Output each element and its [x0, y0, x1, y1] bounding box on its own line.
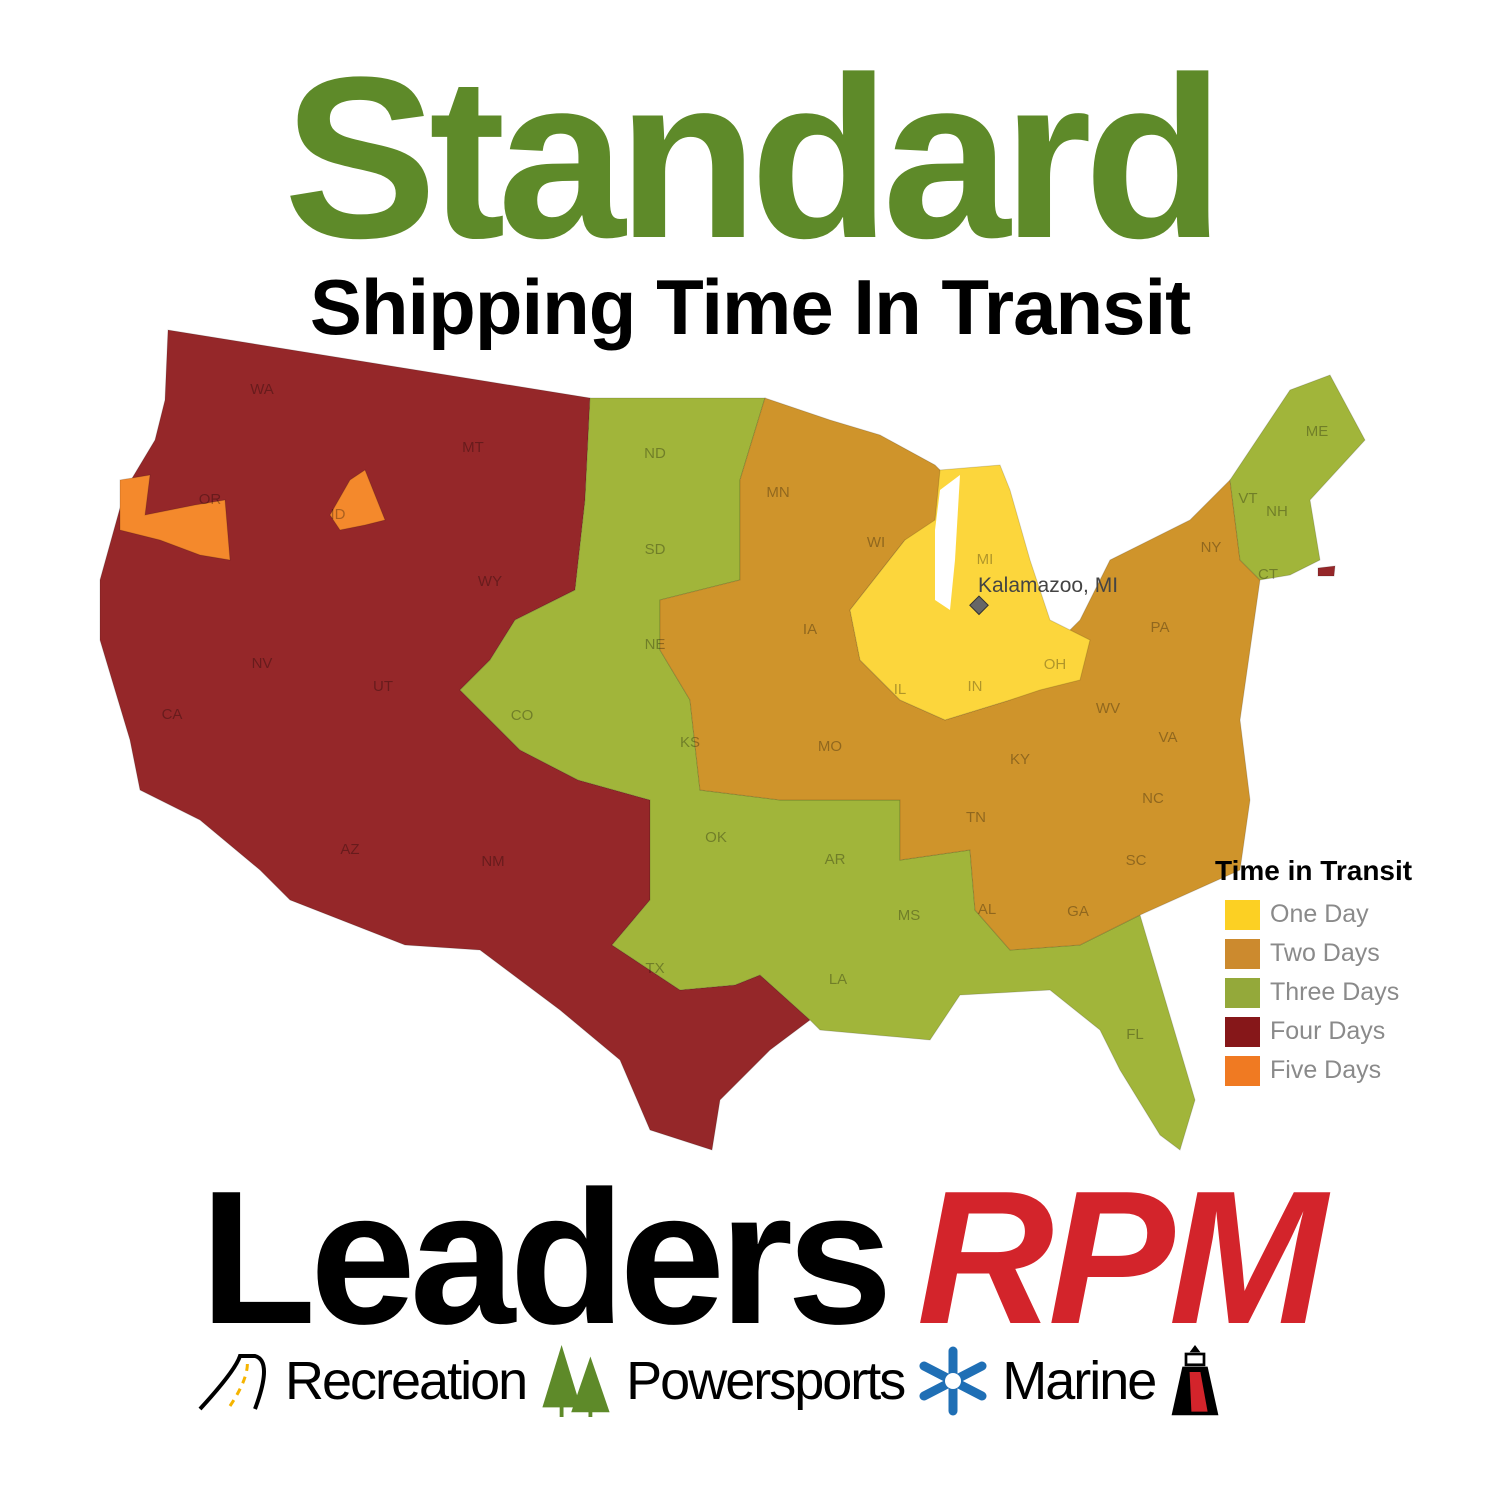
tagline-powersports: Powersports — [626, 1351, 906, 1411]
legend-label: Four Days — [1270, 1017, 1386, 1045]
state-label-mi: MI — [977, 551, 994, 568]
state-label-ar: AR — [825, 851, 846, 868]
lighthouse-icon — [1171, 1345, 1219, 1416]
legend-item: One Day — [1225, 895, 1412, 934]
legend-label: One Day — [1270, 900, 1369, 928]
legend-title: Time in Transit — [1215, 855, 1413, 886]
state-label-id: ID — [331, 506, 346, 523]
brand-logo: Leaders RPM — [200, 1163, 1327, 1353]
legend-swatch — [1225, 899, 1260, 930]
region-one-day — [849, 464, 1091, 721]
legend: Time in Transit One Day Two Days Three Day… — [1215, 855, 1412, 1090]
region-two-days — [659, 397, 1261, 951]
state-label-ok: OK — [705, 829, 727, 846]
origin-label: Kalamazoo, MI — [978, 574, 1118, 597]
state-label-az: AZ — [340, 841, 359, 858]
state-label-ne: NE — [645, 636, 666, 653]
state-label-il: IL — [894, 681, 907, 698]
region-five-days-idaho — [329, 469, 386, 531]
state-label-mo: MO — [818, 738, 842, 755]
snowflake-icon — [919, 1346, 987, 1416]
state-label-or: OR — [199, 491, 222, 508]
state-label-ca: CA — [162, 706, 183, 723]
state-label-sd: SD — [645, 541, 666, 558]
state-label-ks: KS — [680, 734, 700, 751]
state-label-ga: GA — [1067, 903, 1089, 920]
legend-swatch — [1225, 938, 1260, 969]
state-label-oh: OH — [1044, 656, 1067, 673]
legend-item: Three Days — [1225, 973, 1412, 1012]
state-label-mt: MT — [462, 439, 484, 456]
region-three-days-northeast — [1229, 374, 1366, 581]
page-subtitle: Shipping Time In Transit — [309, 263, 1191, 351]
state-label-nm: NM — [481, 853, 504, 870]
state-label-wv: WV — [1096, 700, 1120, 717]
state-label-ky: KY — [1010, 751, 1030, 768]
state-label-wi: WI — [867, 534, 885, 551]
state-label-nd: ND — [644, 445, 666, 462]
legend-label: Five Days — [1270, 1056, 1382, 1084]
region-four-days-ri — [1317, 565, 1336, 577]
state-label-in: IN — [968, 678, 983, 695]
state-label-ms: MS — [898, 907, 921, 924]
trees-icon — [542, 1345, 610, 1417]
tagline-marine: Marine — [1002, 1351, 1157, 1411]
state-label-tn: TN — [966, 809, 986, 826]
state-label-ct: CT — [1258, 566, 1278, 583]
state-label-al: AL — [978, 901, 996, 918]
state-label-ny: NY — [1201, 539, 1222, 556]
state-label-me: ME — [1306, 423, 1329, 440]
tagline: Recreation Powersports Marine — [195, 1345, 1225, 1417]
brand-rpm: RPM — [916, 1152, 1327, 1364]
state-label-vt: VT — [1238, 490, 1257, 507]
state-label-fl: FL — [1126, 1026, 1144, 1043]
region-five-days-oregon — [119, 474, 231, 561]
legend-item: Five Days — [1225, 1051, 1412, 1090]
state-label-va: VA — [1159, 729, 1178, 746]
state-label-wy: WY — [478, 573, 502, 590]
brand-leaders: Leaders — [200, 1152, 893, 1364]
state-label-nv: NV — [252, 655, 273, 672]
lake-michigan — [935, 475, 960, 610]
state-label-nc: NC — [1142, 790, 1164, 807]
tagline-recreation: Recreation — [285, 1351, 528, 1411]
state-label-pa: PA — [1151, 619, 1170, 636]
legend-swatch — [1225, 1016, 1260, 1047]
legend-item: Four Days — [1225, 1012, 1412, 1051]
legend-swatch — [1225, 977, 1260, 1008]
page-title: Standard — [283, 29, 1225, 286]
state-label-tx: TX — [645, 960, 664, 977]
legend-label: Two Days — [1270, 939, 1380, 967]
state-label-wa: WA — [250, 381, 274, 398]
state-label-ut: UT — [373, 678, 393, 695]
road-icon — [198, 1354, 266, 1411]
state-label-co: CO — [511, 707, 534, 724]
state-label-mn: MN — [766, 484, 789, 501]
legend-label: Three Days — [1270, 978, 1400, 1006]
state-label-nh: NH — [1266, 503, 1288, 520]
legend-swatch — [1225, 1055, 1260, 1086]
legend-item: Two Days — [1225, 934, 1412, 973]
state-label-sc: SC — [1126, 852, 1147, 869]
origin-marker-icon — [969, 595, 989, 616]
state-label-la: LA — [829, 971, 847, 988]
state-label-ia: IA — [803, 621, 817, 638]
